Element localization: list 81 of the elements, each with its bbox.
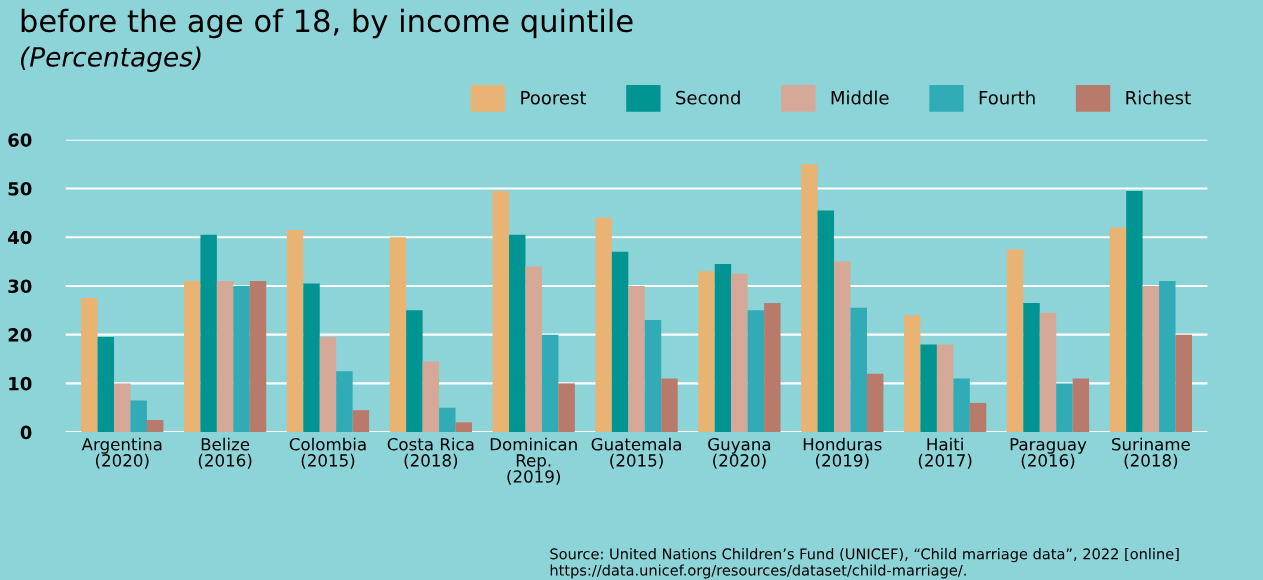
bar	[389, 237, 407, 433]
x-tick-label: Costa Rica (2018)	[387, 437, 474, 469]
y-tick-label: 10	[9, 376, 32, 391]
bar	[1109, 227, 1127, 433]
bar	[731, 273, 748, 433]
bar	[336, 371, 353, 433]
bar	[455, 422, 472, 433]
bar	[439, 407, 456, 433]
bar	[698, 271, 715, 433]
bar	[903, 315, 921, 433]
bar	[1039, 312, 1057, 433]
x-tick-label: Belize (2016)	[198, 437, 252, 469]
x-tick-label: Argentina (2020)	[81, 437, 162, 469]
bar	[1175, 334, 1192, 433]
bar	[1072, 378, 1090, 433]
bar	[1006, 249, 1024, 433]
bar	[352, 410, 370, 433]
x-tick-label: Paraguay (2016)	[1010, 438, 1087, 469]
bar	[801, 164, 818, 433]
legend-label: Poorest	[521, 91, 587, 105]
bar	[764, 302, 781, 433]
legend-label: Richest	[1126, 90, 1191, 105]
bar	[644, 320, 662, 433]
legend-label: Middle	[831, 90, 889, 105]
bar	[969, 402, 987, 433]
x-tick-label: Dominican Rep. (2019)	[490, 437, 577, 485]
x-tick-label: Honduras (2019)	[803, 437, 882, 469]
bar	[216, 281, 234, 433]
bar	[817, 210, 835, 433]
bar	[558, 383, 575, 433]
bar	[97, 337, 115, 433]
bar	[422, 361, 440, 433]
bar	[492, 190, 509, 433]
legend-label: Second	[676, 90, 740, 105]
y-tick-label: 60	[8, 133, 32, 147]
bar	[81, 298, 98, 433]
y-tick-label: 30	[8, 279, 32, 294]
x-tick-label: Guatemala (2015)	[591, 437, 681, 469]
bar	[953, 378, 970, 433]
bar	[114, 383, 131, 433]
chart-subtitle: (Percentages)	[20, 46, 201, 72]
x-tick-label: Colombia (2015)	[289, 437, 366, 469]
bar	[233, 285, 250, 433]
bar	[628, 285, 645, 433]
y-tick-label: 20	[8, 328, 32, 342]
bar	[920, 344, 937, 433]
bar	[146, 419, 164, 433]
bar	[834, 261, 851, 433]
x-tick-label: Suriname (2018)	[1112, 437, 1190, 469]
bar	[509, 234, 526, 433]
bar	[286, 229, 304, 433]
legend-label: Fourth	[979, 90, 1035, 105]
bar	[1159, 281, 1176, 433]
bar	[866, 373, 884, 433]
bar	[1023, 302, 1040, 433]
chart-title: before the age of 18, by income quintile	[21, 8, 633, 39]
y-tick-label: 40	[8, 230, 32, 245]
bar	[595, 217, 612, 433]
source-note: Source: United Nations Children’s Fund (UNICEF), “Child marriage data”, 2022 [online] https://data.unicef.org/resources/dataset/child-marriage/.	[550, 548, 1179, 579]
y-tick-label: 50	[8, 181, 32, 196]
bar	[200, 234, 217, 433]
bar	[1142, 285, 1160, 433]
bar	[661, 378, 678, 433]
bar	[714, 264, 732, 433]
bar	[936, 344, 954, 433]
x-tick-label: Haiti (2017)	[918, 437, 972, 469]
bar	[249, 281, 267, 433]
bar	[130, 400, 147, 433]
x-tick-label: Guyana (2020)	[708, 437, 771, 469]
bar	[611, 251, 629, 433]
bar	[747, 310, 765, 433]
bar	[850, 307, 867, 433]
bar	[1126, 190, 1143, 433]
bar	[319, 337, 337, 433]
bar	[525, 266, 542, 433]
bar	[1056, 383, 1073, 433]
bar	[406, 310, 423, 433]
bar	[303, 283, 320, 433]
bar	[541, 334, 559, 433]
bar	[183, 281, 201, 433]
y-tick-label: 0	[20, 425, 32, 440]
